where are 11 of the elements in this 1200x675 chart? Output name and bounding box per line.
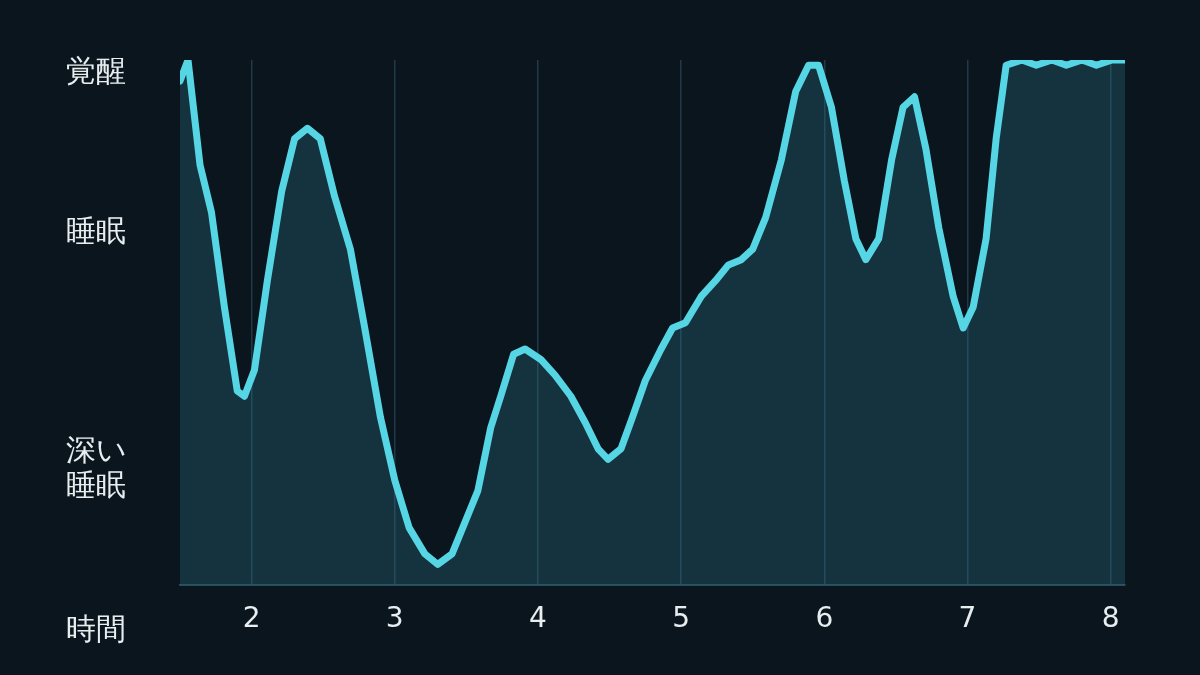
text: 時間 <box>66 610 126 646</box>
x-tick-label: 8 <box>1101 601 1120 635</box>
x-tick-label: 2 <box>242 601 261 635</box>
x-tick-label: 7 <box>958 601 977 635</box>
text: 深い睡眠 <box>66 432 127 503</box>
text: 覚醒 <box>66 52 126 88</box>
x-tick-label: 6 <box>815 601 834 635</box>
x-tick-label: 4 <box>529 601 547 635</box>
x-tick-label: 5 <box>672 601 691 635</box>
x-tick-label: 3 <box>385 601 404 635</box>
text: 睡眠 <box>66 213 126 249</box>
